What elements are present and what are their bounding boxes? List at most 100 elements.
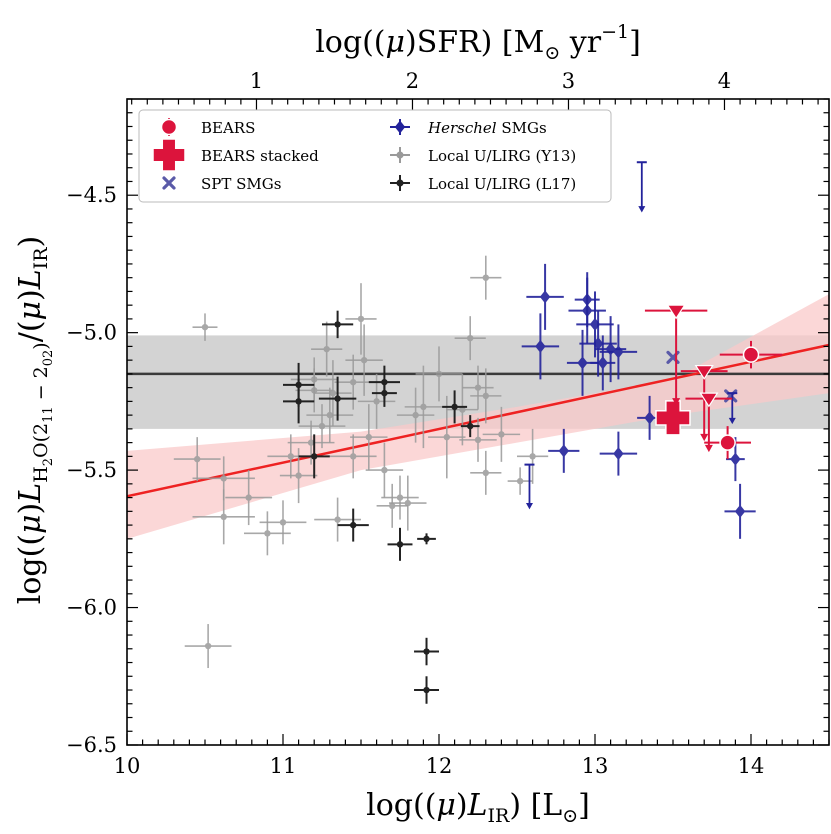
y-tick-label: −5.5 [66, 458, 117, 482]
data-point-l17 [414, 676, 439, 704]
marker-plus [152, 138, 186, 172]
marker-dot [334, 395, 341, 402]
data-point-y13 [482, 406, 521, 462]
data-point-y13 [470, 255, 502, 300]
data-point-y13 [298, 404, 346, 449]
data-point-y13 [225, 470, 273, 526]
data-point-y13 [389, 475, 427, 531]
marker-dot [295, 472, 302, 479]
marker-x [162, 176, 176, 190]
data-point-herschel [568, 277, 606, 344]
marker-triangle [694, 365, 714, 380]
marker-dot [516, 477, 524, 485]
marker-dot [311, 387, 318, 394]
marker-triangle [666, 304, 686, 320]
marker-dot [396, 151, 404, 159]
marker-dot [334, 321, 341, 328]
series-l17 [283, 310, 480, 704]
upper-limit-bears [680, 365, 728, 442]
plot-frame [126, 98, 830, 746]
data-point-y13 [415, 346, 463, 402]
marker-dot [365, 433, 372, 441]
axes-layer: 10 11 12 13 141 2 3 4−4.5−5.0−5.5−6.0−6.5 [66, 69, 830, 778]
data-point-l17 [417, 533, 436, 545]
y-tick-label: −5.0 [66, 321, 117, 345]
marker-dot [420, 403, 427, 411]
legend-entry-herschel: Herschel SMGs [390, 119, 547, 137]
marker-dot [423, 686, 430, 694]
data-point-l17 [460, 415, 480, 438]
x-tick-label: 14 [738, 754, 765, 778]
marker-dot [389, 502, 396, 510]
data-point-y13 [306, 387, 354, 443]
marker-dot [482, 274, 489, 281]
marker-dot [295, 398, 302, 405]
data-point-herschel [599, 431, 638, 476]
marker-diamond [597, 356, 608, 370]
data-point-herschel [724, 483, 756, 539]
marker-triangle [699, 392, 719, 408]
marker-dot [381, 378, 388, 386]
marker-diamond [582, 304, 593, 318]
marker-dot [423, 648, 430, 655]
marker-circle [160, 118, 178, 136]
data-point-bears [704, 426, 751, 460]
marker-diamond [613, 447, 624, 461]
marker-dot [279, 519, 287, 526]
data-point-y13 [381, 475, 419, 520]
marker-circle [719, 434, 736, 451]
marker-dot [443, 433, 450, 441]
marker-triangle-small [704, 444, 713, 453]
data-point-y13 [334, 354, 372, 410]
data-point-l17 [337, 508, 369, 542]
upper-limit-herschel [636, 161, 647, 213]
data-layer [173, 161, 783, 704]
data-point-y13 [470, 368, 502, 424]
x-tick-label: 11 [270, 754, 297, 778]
marker-dot [220, 513, 227, 521]
marker-dot [467, 422, 474, 430]
data-point-y13 [311, 321, 343, 377]
legend-entry-l17: Local U/LIRG (L17) [390, 175, 576, 193]
data-point-y13 [184, 624, 232, 669]
marker-dot [373, 398, 380, 405]
marker-diamond [730, 452, 741, 466]
legend-label-bears: BEARS [201, 119, 255, 137]
marker-plus [655, 400, 691, 436]
data-point-y13 [259, 500, 307, 545]
data-point-y13 [345, 283, 377, 355]
series-bears_stacked [655, 400, 691, 436]
series-y13 [173, 255, 549, 669]
data-point-y13 [376, 483, 408, 528]
marker-dot [396, 541, 404, 548]
legend-entry-bears: BEARS [160, 118, 255, 137]
x-axis-title: log((μ)LIR) [L⊙] [366, 788, 590, 827]
data-point-l17 [368, 365, 400, 399]
top-x-tick-label: 3 [562, 69, 575, 93]
marker-dot [467, 334, 474, 342]
data-point-y13 [507, 467, 533, 495]
data-point-bears [719, 340, 783, 369]
data-point-y13 [517, 428, 549, 484]
legend-box [138, 109, 612, 203]
marker-dot [326, 411, 333, 419]
marker-dot [423, 535, 430, 543]
legend-entry-spt: SPT SMGs [162, 175, 281, 193]
marker-dot [381, 466, 388, 474]
marker-dot [412, 411, 419, 419]
x-tick-label: 13 [582, 754, 609, 778]
data-point-y13 [345, 324, 383, 396]
data-point-y13 [173, 437, 221, 482]
marker-dot [350, 378, 357, 386]
data-point-l17 [442, 390, 468, 424]
marker-dot [474, 384, 482, 391]
data-point-y13 [454, 316, 486, 361]
marker-diamond [558, 444, 569, 458]
marker-dot [360, 356, 368, 364]
y-tick-label: −6.0 [66, 596, 117, 620]
data-point-l17 [298, 434, 330, 479]
data-point-l17 [322, 310, 354, 339]
x-tick-label: 12 [426, 754, 453, 778]
marker-dot [334, 516, 341, 523]
marker-dot [404, 499, 411, 507]
